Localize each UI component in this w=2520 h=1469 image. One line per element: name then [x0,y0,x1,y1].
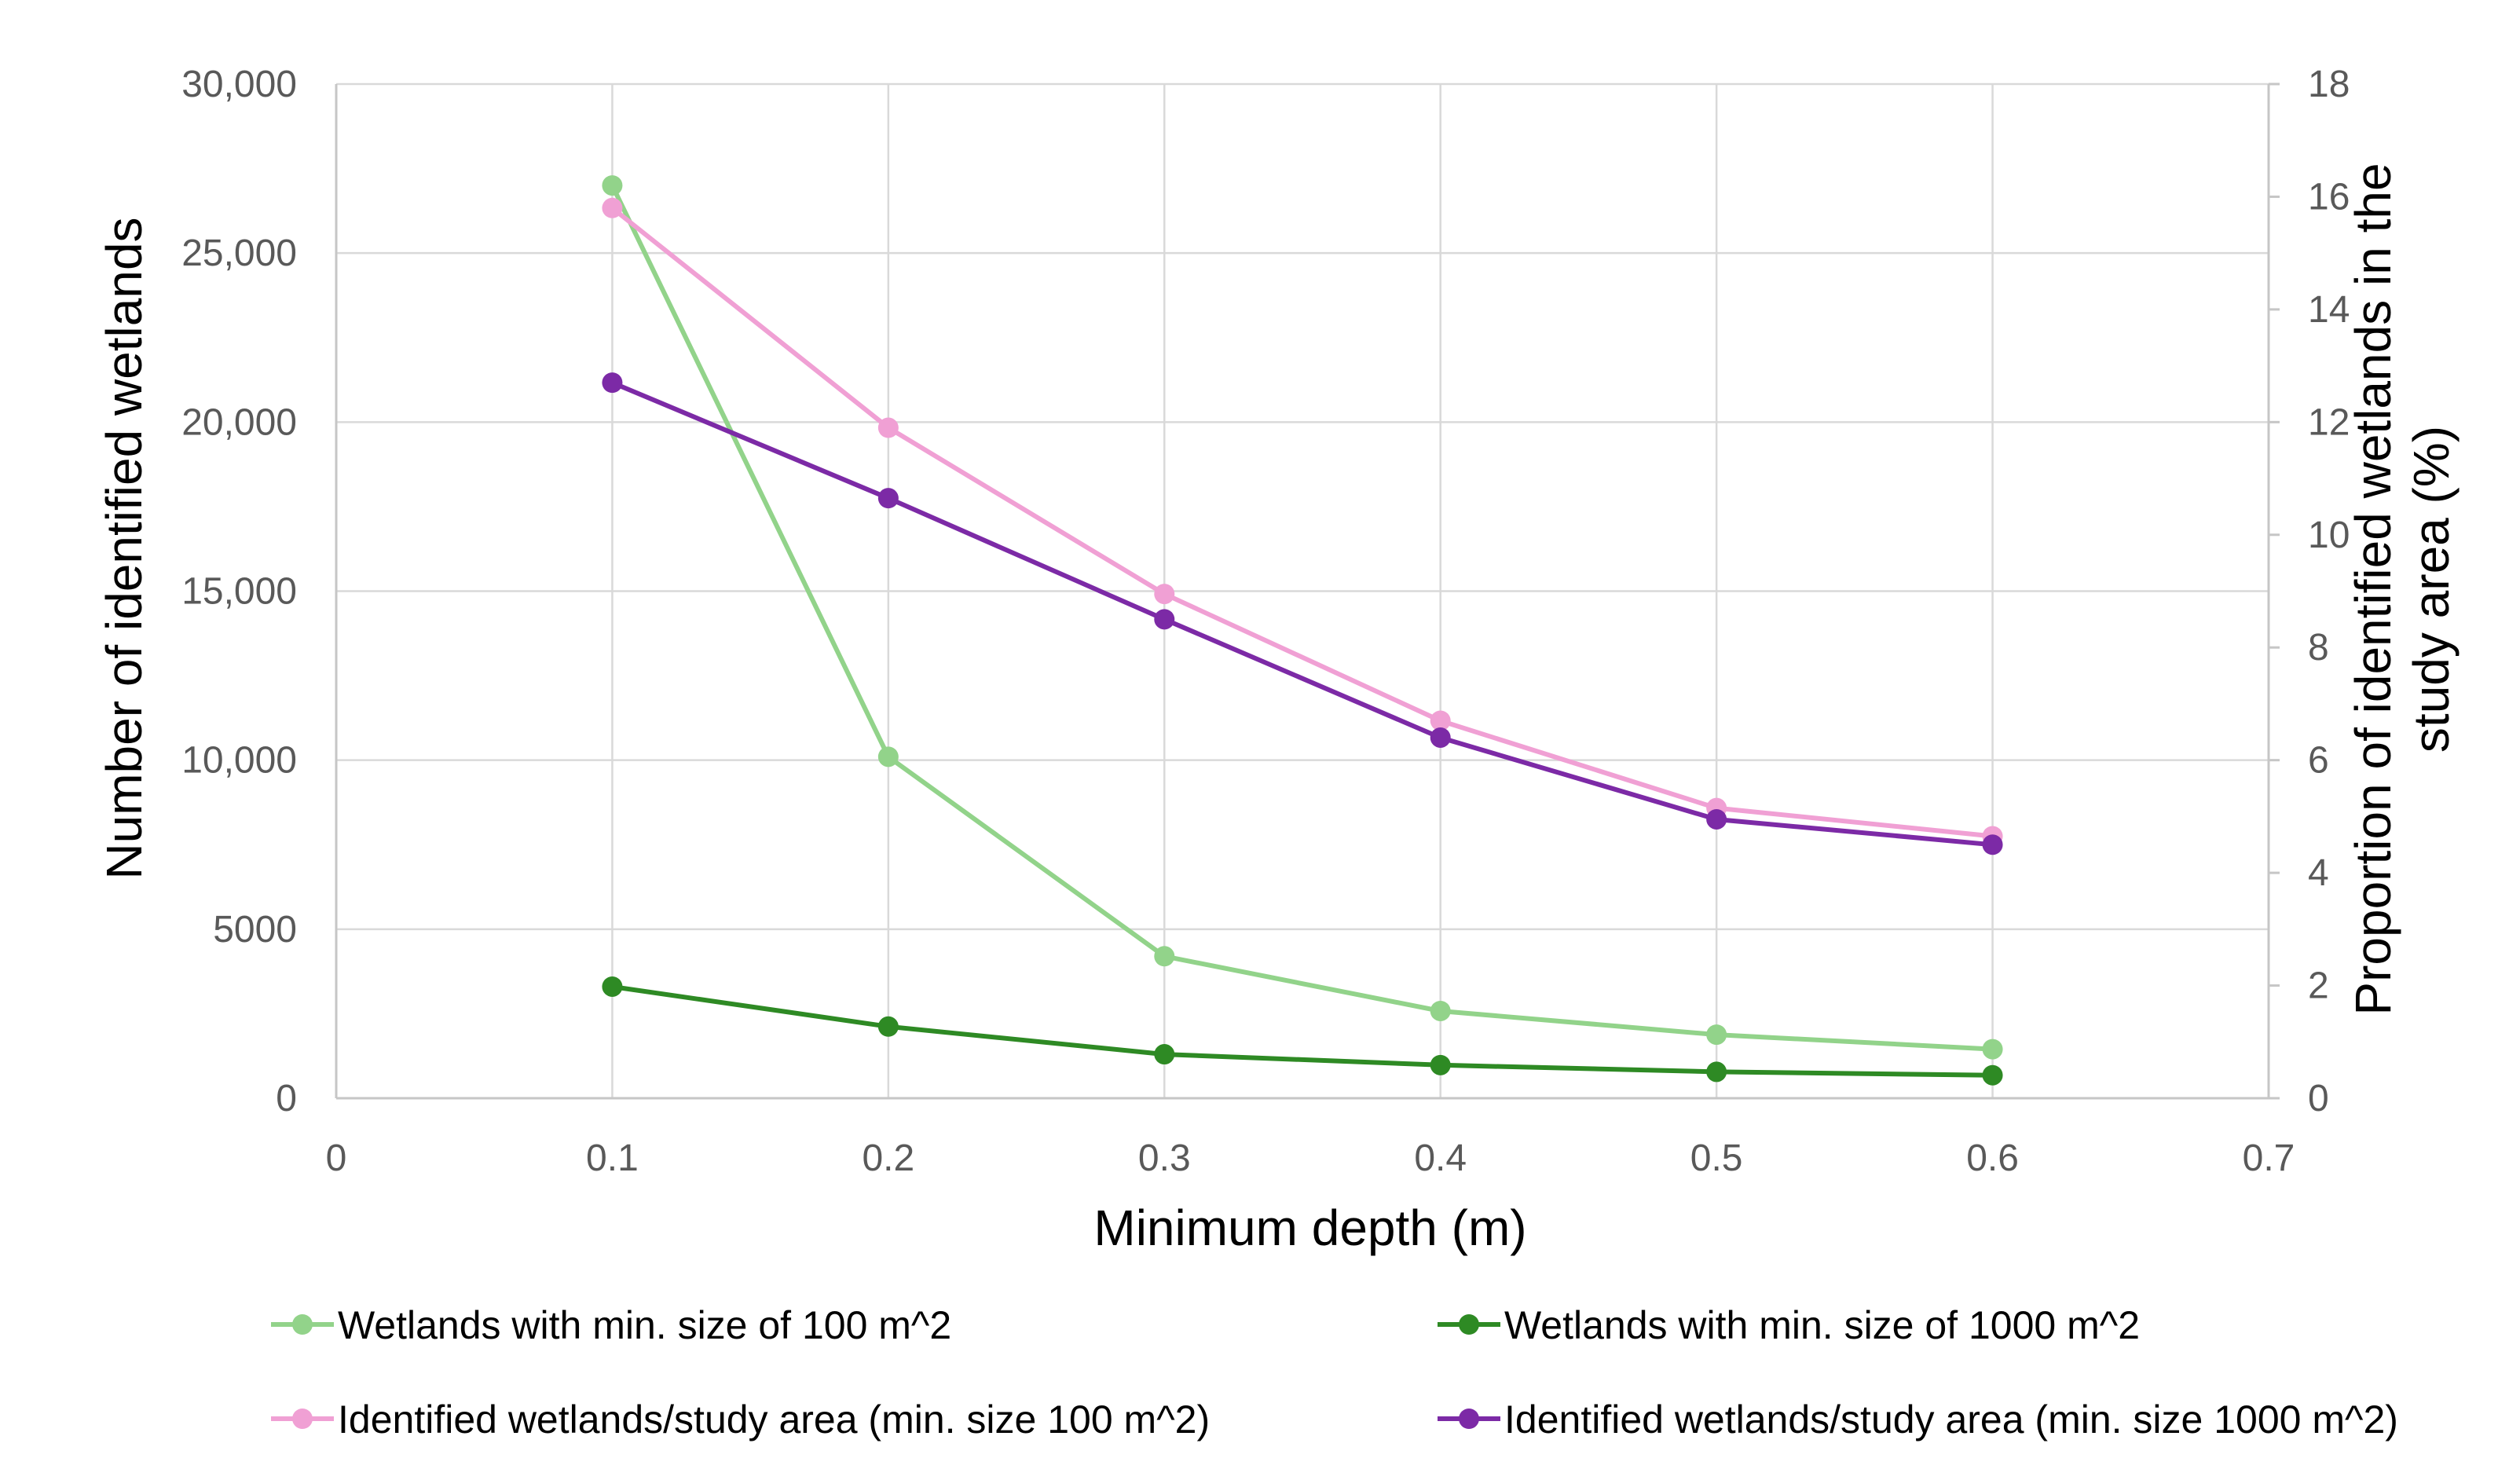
x-tick-label: 0.1 [586,1137,639,1179]
x-tick-label: 0.6 [1966,1137,2019,1179]
series-line [611,380,1993,848]
x-tick-label: 0.3 [1138,1137,1191,1179]
data-point [1430,1054,1451,1075]
y2-tick-label: 0 [2308,1078,2329,1119]
x-tick-label: 0.2 [862,1137,914,1179]
legend-item: Wetlands with min. size of 1000 m^2 [1438,1303,2140,1347]
data-point [602,197,623,218]
legend-swatch-marker [1459,1409,1479,1429]
data-point [1430,710,1451,731]
series-3 [602,197,2003,847]
y2-tick-label: 16 [2308,176,2350,218]
x-tick-label: 0.4 [1414,1137,1467,1179]
data-point [877,417,899,438]
data-point [1982,1064,2003,1086]
axes [335,82,2280,1100]
y-tick-label: 30,000 [181,64,297,105]
series-2 [602,976,2003,1086]
legend-label: Identified wetlands/study area (min. siz… [338,1398,1210,1442]
y-tick-label: 15,000 [181,571,297,613]
data-point [877,488,899,509]
y2-tick-label: 6 [2308,740,2329,782]
y-tick-label: 5000 [213,909,297,951]
grid [336,82,2270,1098]
series-4 [602,372,2003,855]
legend-swatch-marker [292,1409,313,1429]
y-tick-label: 25,000 [181,233,297,274]
x-axis-title: Minimum depth (m) [1093,1200,1526,1256]
series [602,175,2003,1086]
data-point [1154,946,1175,967]
y2-axis-title: Proportion of identified wetlands in the… [2345,163,2460,1015]
data-point [1706,1061,1727,1083]
data-point [1154,609,1175,630]
y-axis-title: Number of identified wetlands [96,217,152,879]
x-tick-label: 0.7 [2243,1137,2295,1179]
series-line [610,206,1993,839]
data-point [1154,1044,1175,1065]
legend-swatch-marker [1459,1314,1479,1335]
y-tick-label: 10,000 [181,740,297,782]
x-tick-label: 0 [326,1137,347,1179]
legend-item: Identified wetlands/study area (min. siz… [1438,1398,2398,1442]
data-point [602,976,623,997]
series-line [611,984,1993,1078]
legend-label: Wetlands with min. size of 1000 m^2 [1504,1303,2140,1347]
y2-tick-label: 12 [2308,401,2350,443]
y-tick-label: 20,000 [181,401,297,443]
data-point [1430,1000,1451,1021]
y2-tick-label: 8 [2308,627,2329,669]
y-tick-label: 0 [276,1078,297,1119]
legend-item: Identified wetlands/study area (min. siz… [271,1398,1210,1442]
data-point [1154,584,1175,605]
data-point [877,746,899,767]
data-point [877,1016,899,1037]
data-point [602,372,623,394]
legend-label: Identified wetlands/study area (min. siz… [1504,1398,2398,1442]
data-point [1706,1024,1727,1046]
tick-labels: 0 0.1 0.2 0.3 0.4 0.5 0.6 0.7 0 5000 10,000 15,000 2… [181,64,2350,1179]
legend-item: Wetlands with min. size of 100 m^2 [271,1303,951,1347]
data-point [1982,1039,2003,1060]
data-point [1430,727,1451,748]
series-line [610,184,1993,1052]
y2-tick-label: 14 [2308,289,2350,331]
y2-tick-label: 2 [2308,965,2329,1007]
y2-axis-title-line-2: study area (%) [2403,426,2460,753]
y2-tick-label: 10 [2308,515,2350,556]
y2-tick-label: 18 [2308,64,2350,105]
legend-swatch-marker [292,1314,313,1335]
y2-tick-label: 4 [2308,852,2329,894]
legend-label: Wetlands with min. size of 100 m^2 [338,1303,951,1347]
series-1 [602,175,2003,1060]
x-tick-label: 0.5 [1690,1137,1743,1179]
data-point [1706,808,1727,830]
legend: Wetlands with min. size of 100 m^2 Wetlan… [271,1303,2398,1442]
data-point [602,175,623,196]
y2-axis-title-line-1: Proportion of identified wetlands in the [2345,163,2401,1015]
data-point [1982,834,2003,855]
